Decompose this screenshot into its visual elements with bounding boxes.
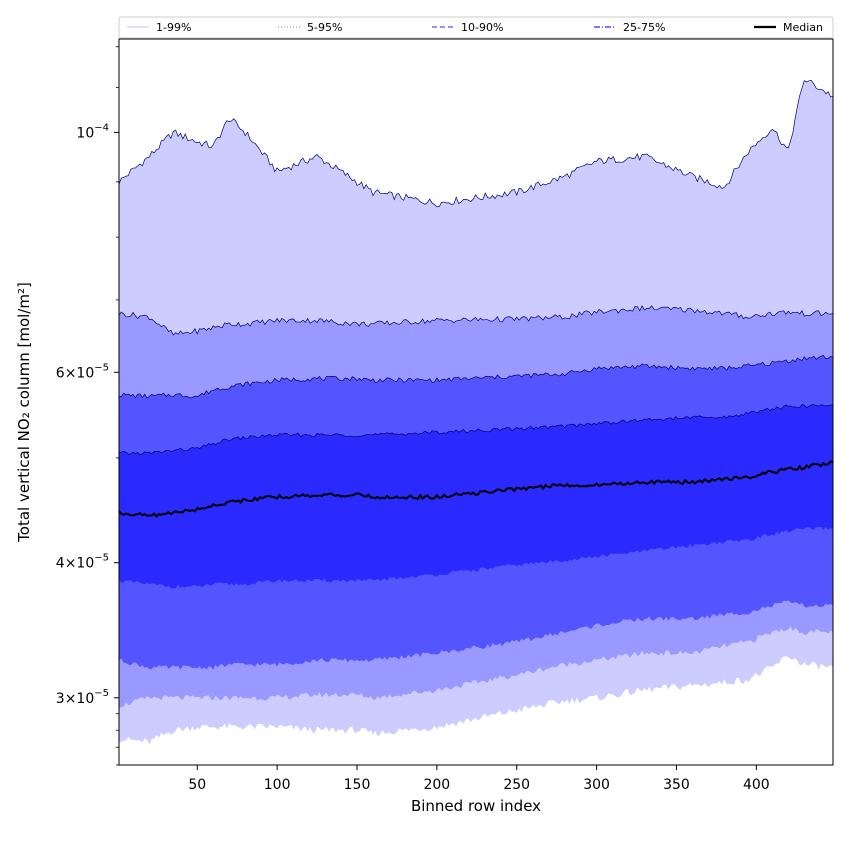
percentile-bands [118,80,834,745]
legend-box [118,16,834,39]
legend-label-4: 25-75% [623,21,665,34]
legend-label-1: 1-99% [156,21,191,34]
median-layer [118,459,834,519]
x-tick-label: 100 [264,777,291,793]
x-tick-label: 250 [503,777,530,793]
legend: 1-99% 5-95% 10-90% 25-75% Median [118,16,834,39]
x-axis-label: Binned row index [411,797,541,815]
x-tick-label: 350 [663,777,690,793]
plot-frame [118,38,834,766]
y-tick-label: 3×10−5 [56,688,109,707]
median-line [118,459,834,519]
legend-label-3: 10-90% [461,21,503,34]
y-tick-label: 4×10−5 [56,553,109,572]
y-tick-label: 6×10−5 [56,362,109,381]
x-tick-label: 400 [743,777,770,793]
y-axis-label: Total vertical NO₂ column [mol/m²] [15,282,33,543]
x-axis: 50 100 150 200 250 300 350 400 [188,765,770,793]
band-upper-edge-2 [118,305,834,336]
x-tick-label: 50 [188,777,206,793]
y-tick-label: 10−4 [76,122,109,141]
x-tick-label: 200 [423,777,450,793]
legend-label-2: 5-95% [307,21,342,34]
x-tick-label: 150 [344,777,371,793]
band-upper-edge-4 [118,404,834,456]
x-tick-label: 300 [583,777,610,793]
band-area-4 [119,404,833,589]
band-upper-edge-3 [118,355,834,399]
legend-label-5: Median [783,21,823,34]
y-axis: 3×10−5 4×10−5 6×10−5 10−4 [56,46,119,766]
band-upper-edge-1 [118,80,834,208]
